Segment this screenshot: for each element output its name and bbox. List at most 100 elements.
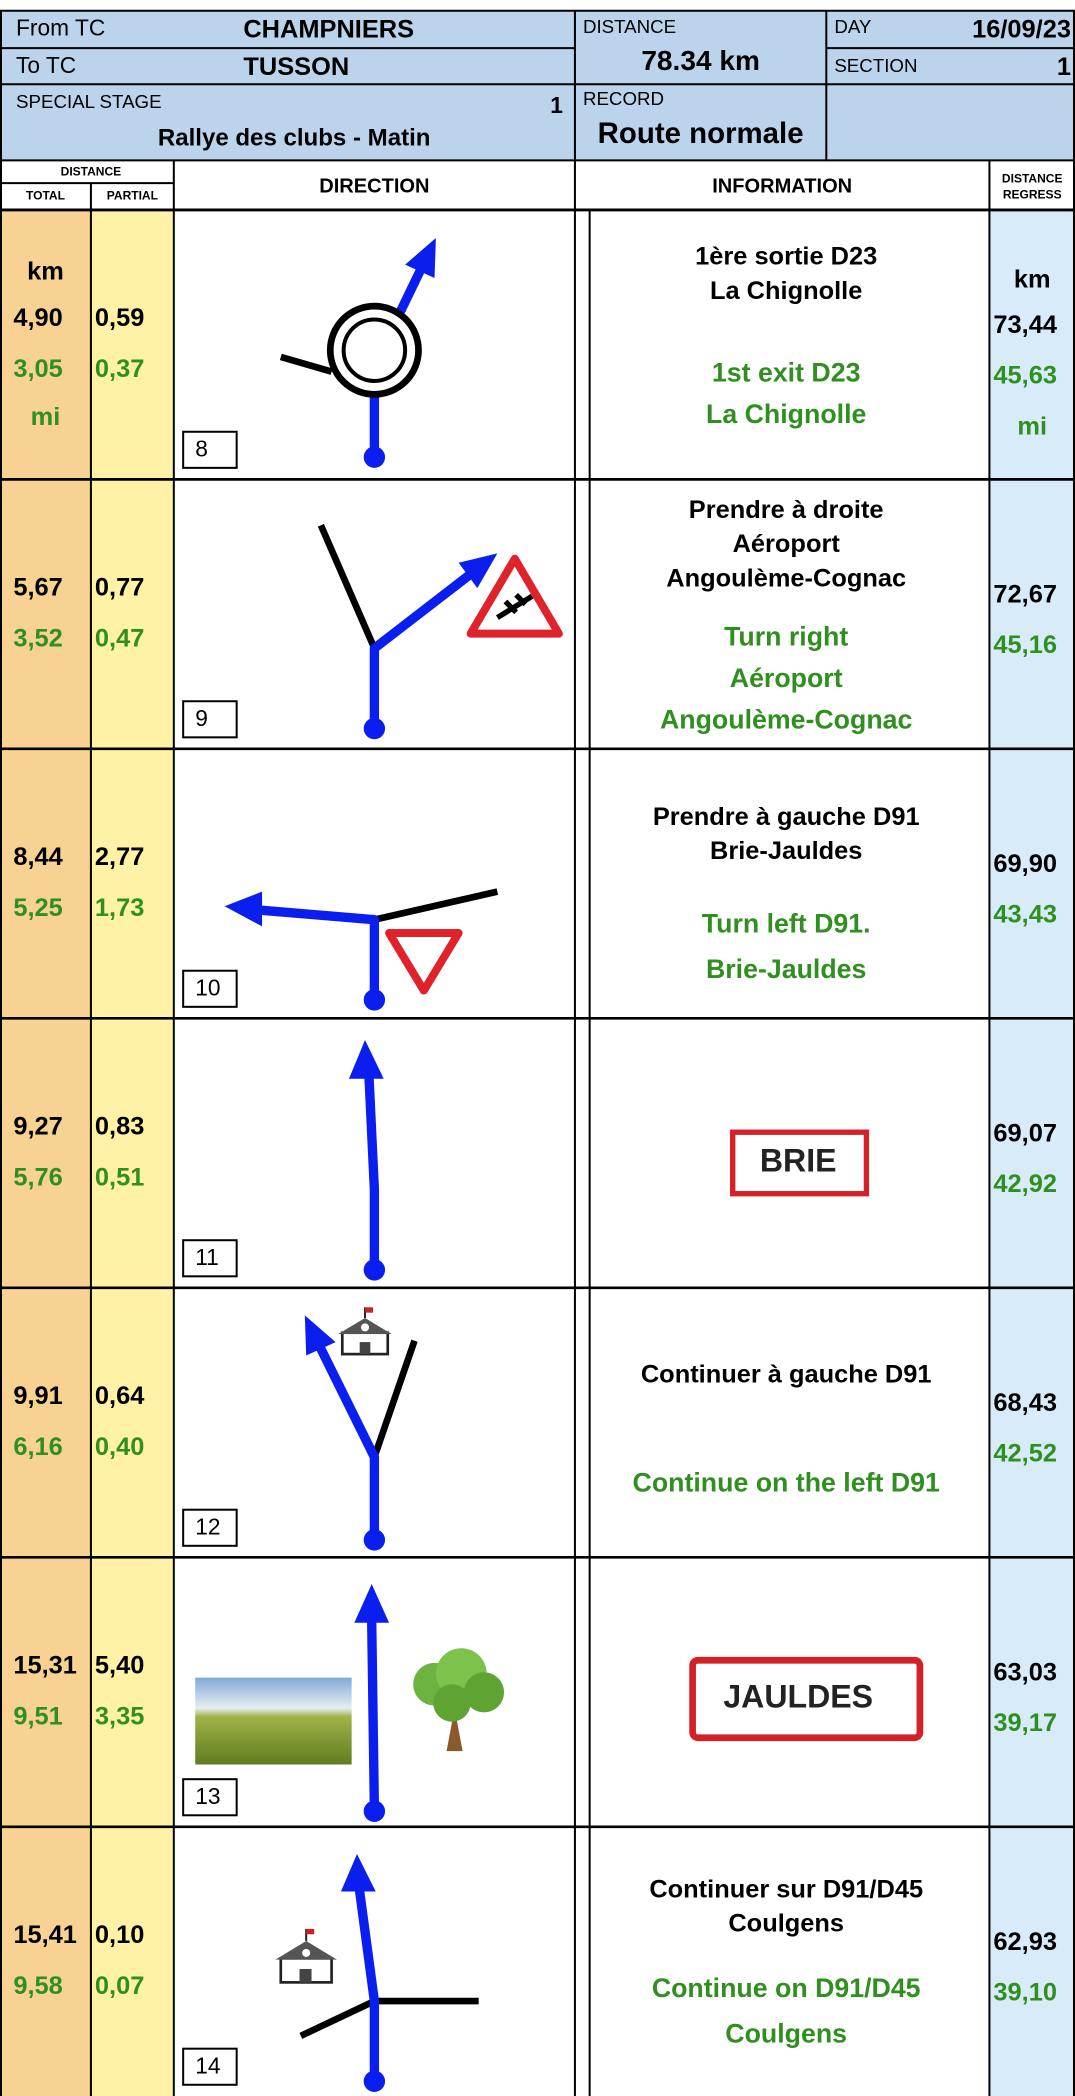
regress-mi: 43,43 xyxy=(993,901,1057,929)
partial-mi: 3,35 xyxy=(95,1702,144,1730)
info-fr: Brie-Jauldes xyxy=(710,837,862,865)
partial-mi: 0,37 xyxy=(95,355,144,383)
regress-mi: 45,63 xyxy=(993,362,1057,390)
regress-col-bg xyxy=(989,210,1075,2096)
partial-mi: 0,51 xyxy=(95,1163,144,1191)
info-en: Coulgens xyxy=(725,2018,847,2048)
total-mi: 3,52 xyxy=(13,624,62,652)
day-label: DAY xyxy=(834,16,872,37)
partial-km: 0,10 xyxy=(95,1921,144,1949)
diagram xyxy=(281,238,436,468)
step-number: 12 xyxy=(195,1513,220,1539)
info-en: Brie-Jauldes xyxy=(706,954,866,984)
col-information: INFORMATION xyxy=(712,175,852,197)
distance: 78.34 km xyxy=(641,45,760,76)
stage: 1 xyxy=(550,92,563,118)
to-label: To TC xyxy=(16,52,76,78)
total-km: 15,31 xyxy=(13,1652,77,1680)
info-fr: 1ère sortie D23 xyxy=(695,243,877,271)
regress-km: 73,44 xyxy=(993,311,1057,339)
col-regress: DISTANCE xyxy=(1002,171,1063,185)
page: {"header": {"from_label": "From TC", "fr… xyxy=(0,0,1075,2096)
step-number: 8 xyxy=(195,435,208,461)
info-fr: Prendre à droite xyxy=(689,496,884,524)
stage-label: SPECIAL STAGE xyxy=(16,91,162,112)
sign-text: JAULDES xyxy=(723,1678,873,1714)
partial-mi: 0,40 xyxy=(95,1433,144,1461)
partial-km: 2,77 xyxy=(95,843,144,871)
landscape-image xyxy=(195,1678,351,1765)
partial-km: 0,59 xyxy=(95,304,144,332)
section-label: SECTION xyxy=(834,55,917,76)
total-km: 8,44 xyxy=(13,843,62,871)
to: TUSSON xyxy=(243,53,349,81)
total-mi: 3,05 xyxy=(13,355,62,383)
diagram xyxy=(275,1854,478,2092)
info-fr: Continuer à gauche D91 xyxy=(641,1361,932,1389)
info-en: Angoulème-Cognac xyxy=(660,704,913,734)
total-mi: 5,25 xyxy=(13,894,62,922)
regress-km: 72,67 xyxy=(993,580,1057,608)
total-km: 9,91 xyxy=(13,1382,62,1410)
info-en: Turn right xyxy=(724,621,848,651)
info-fr: Prendre à gauche D91 xyxy=(653,803,920,831)
rally: Rallye des clubs - Matin xyxy=(158,124,431,151)
regress-mi: 42,52 xyxy=(993,1440,1057,1468)
step-number: 9 xyxy=(195,705,208,731)
unit-mi: mi xyxy=(1017,412,1047,440)
partial-km: 5,40 xyxy=(95,1652,144,1680)
info-en: Continue on the left D91 xyxy=(633,1467,940,1497)
unit-km: km xyxy=(27,257,64,285)
info-en: La Chignolle xyxy=(706,399,866,429)
from: CHAMPNIERS xyxy=(243,15,414,43)
total-mi: 9,51 xyxy=(13,1702,62,1730)
partial-mi: 0,47 xyxy=(95,624,144,652)
info-en: Continue on D91/D45 xyxy=(652,1973,921,2003)
regress-mi: 39,17 xyxy=(993,1709,1057,1737)
info-en: 1st exit D23 xyxy=(712,357,861,387)
step-number: 14 xyxy=(195,2052,220,2078)
school-icon xyxy=(338,1307,391,1354)
day: 16/09/23 xyxy=(972,15,1071,43)
partial-km: 0,83 xyxy=(95,1113,144,1141)
record: Route normale xyxy=(598,117,804,150)
regress-mi: 39,10 xyxy=(993,1979,1057,2007)
total-km: 5,67 xyxy=(13,574,62,602)
total-km: 4,90 xyxy=(13,304,62,332)
info-fr: La Chignolle xyxy=(710,277,862,305)
step-number: 10 xyxy=(195,974,220,1000)
regress-km: 63,03 xyxy=(993,1658,1057,1686)
step-box xyxy=(183,432,236,468)
col-regress: REGRESS xyxy=(1003,187,1062,201)
diagram xyxy=(321,525,559,739)
regress-km: 69,90 xyxy=(993,850,1057,878)
diagram xyxy=(305,1307,415,1550)
total-km: 15,41 xyxy=(13,1921,77,1949)
info-fr: Aéroport xyxy=(733,530,841,558)
diagram xyxy=(195,1584,504,1822)
total-mi: 5,76 xyxy=(13,1163,62,1191)
regress-mi: 45,16 xyxy=(993,631,1057,659)
col-total: TOTAL xyxy=(26,189,65,203)
info-en: Aéroport xyxy=(730,663,843,693)
section: 1 xyxy=(1057,53,1071,81)
partial-mi: 0,07 xyxy=(95,1972,144,2000)
record-label: RECORD xyxy=(583,88,664,109)
step-number: 11 xyxy=(195,1244,219,1270)
regress-km: 69,07 xyxy=(993,1119,1057,1147)
diagram xyxy=(349,1040,385,1281)
unit-km: km xyxy=(1014,265,1051,293)
step-number: 13 xyxy=(195,1783,220,1809)
unit-mi: mi xyxy=(31,403,61,431)
roadbook: From TC CHAMPNIERS To TC TUSSON SPECIAL … xyxy=(0,0,1075,2096)
step-box xyxy=(183,701,236,737)
regress-km: 68,43 xyxy=(993,1389,1057,1417)
info-fr: Coulgens xyxy=(728,1910,844,1938)
total-km: 9,27 xyxy=(13,1113,62,1141)
regress-mi: 42,92 xyxy=(993,1170,1057,1198)
sign-text: BRIE xyxy=(760,1142,837,1178)
total-mi: 9,58 xyxy=(13,1972,62,2000)
partial-mi: 1,73 xyxy=(95,894,144,922)
distance-label: DISTANCE xyxy=(583,16,676,37)
from-label: From TC xyxy=(16,14,105,40)
